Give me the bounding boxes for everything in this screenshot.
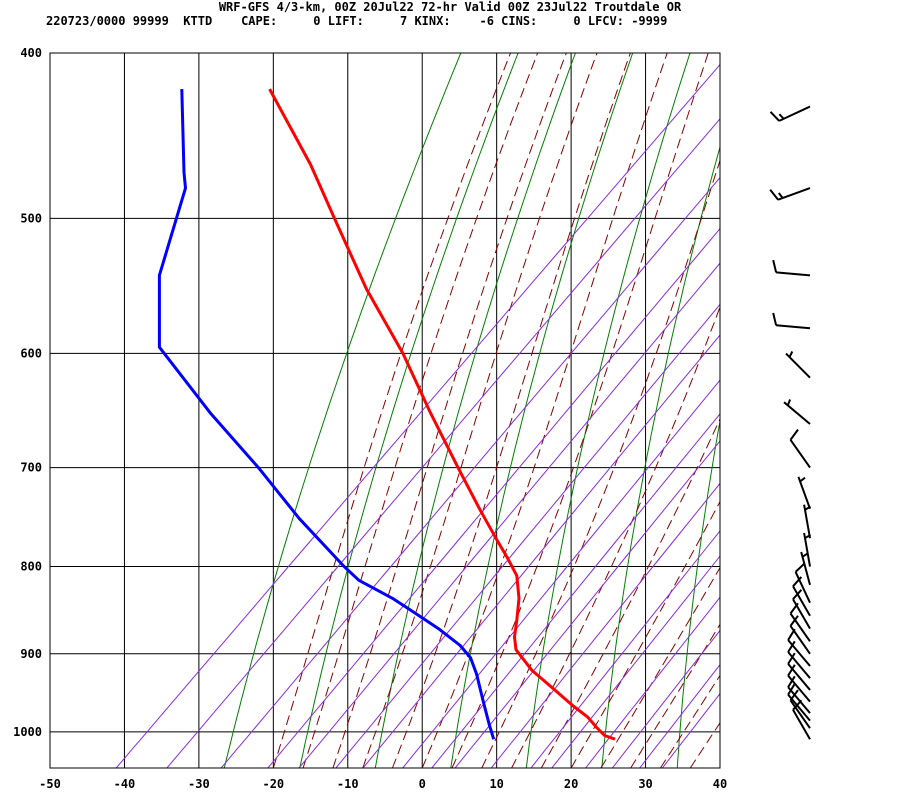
x-tick-label: -20 [262,777,284,791]
mixing-ratio-line [402,379,720,768]
wind-barb [787,683,811,722]
mixing-ratio-line [490,482,720,768]
wind-barb [787,664,811,703]
dry-adiabat [299,53,519,768]
x-tick-label: 0 [419,777,426,791]
mixing-ratio-line [298,262,720,768]
wind-barb [789,429,811,469]
moist-adiabat [570,500,720,768]
dry-adiabat [828,53,900,768]
mixing-ratio-line [530,530,720,768]
wind-barb [787,652,811,691]
mixing-ratio-line [431,413,720,768]
moist-adiabat [272,53,512,768]
moist-adiabat [719,767,720,768]
y-tick-label: 800 [20,560,42,574]
mixing-ratio-line [612,629,720,768]
y-tick-label: 1000 [13,725,42,739]
x-tick-label: 40 [713,777,727,791]
mixing-ratio-line [335,303,720,768]
chart-title: WRF-GFS 4/3-km, 00Z 20Jul22 72-hr Valid … [218,0,682,14]
mixing-ratio-line [166,118,720,768]
x-tick-label: -40 [114,777,136,791]
mixing-ratio-line [115,63,720,768]
wind-barb [783,399,811,425]
dry-adiabat [525,53,691,768]
dry-adiabat [601,145,720,768]
mixing-ratio-line [362,334,720,768]
dry-adiabat [374,53,576,768]
wind-barb [787,675,811,714]
wind-barb [792,576,811,617]
x-tick-label: 30 [638,777,652,791]
moist-adiabat [362,53,598,768]
wind-barb [772,312,811,330]
y-tick-label: 400 [20,46,42,60]
plot-frame [49,52,721,769]
moist-adiabat [332,53,567,768]
dry-adiabat [223,53,462,768]
moist-adiabat [391,53,631,768]
x-tick-label: 20 [564,777,578,791]
moist-adiabat [630,623,720,768]
axis-ticks: -50 -40 -30 -20 -10 0 10 20 30 40 400 500 600 700 800 9… [13,46,727,791]
mixing-ratio-line [639,663,720,768]
wind-barb [772,259,811,277]
moist-adiabat [659,674,720,768]
sounding-traces [157,88,616,741]
wind-barb [769,187,811,201]
y-tick-label: 500 [20,211,42,225]
moist-adiabat [421,53,668,768]
moist-adiabat [302,53,539,768]
y-tick-label: 900 [20,647,42,661]
wind-barb [785,351,811,379]
mixing-ratio-line [454,440,720,768]
mixing-ratio-line [267,227,720,768]
mixing-ratio-line [220,176,720,768]
moist-adiabat [540,417,720,768]
wind-barb [794,562,811,604]
x-tick-label: -50 [39,777,61,791]
y-tick-label: 700 [20,461,42,475]
x-tick-label: -30 [188,777,210,791]
moist-adiabat [750,44,900,768]
dry-adiabat [450,53,634,768]
dry-adiabat [676,418,720,768]
wind-barb [787,640,811,679]
wind-barb [797,476,811,510]
moist-adiabat [511,305,720,768]
wind-barb [769,105,811,122]
x-tick-label: 10 [489,777,503,791]
thermodynamic-background [115,44,900,768]
y-tick-label: 600 [20,346,42,360]
x-tick-label: -10 [337,777,359,791]
dry-adiabat [753,53,862,768]
pressure-temperature-grid [49,52,721,768]
mixing-ratio-line [551,555,720,768]
dewpoint-trace [157,89,496,740]
mixing-ratio-line [585,596,720,768]
wind-barb [789,615,811,655]
sounding-indices: 220723/0000 99999 KTTD CAPE: 0 LIFT: 7 K… [46,14,668,28]
temperature-trace [268,88,616,741]
wind-barbs [769,105,811,740]
